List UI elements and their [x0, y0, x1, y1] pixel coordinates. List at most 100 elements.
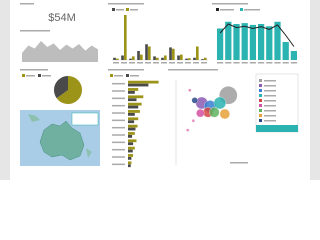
bar [128, 161, 132, 165]
bar [290, 51, 298, 60]
bar [128, 164, 131, 168]
legend-swatch [259, 119, 262, 122]
text-placeholder [266, 62, 273, 64]
bar [274, 21, 281, 60]
bar [128, 95, 144, 99]
right-margin [310, 0, 320, 180]
text-placeholder [177, 62, 183, 64]
text-placeholder [129, 62, 135, 64]
bar [177, 55, 180, 60]
bar [137, 51, 140, 60]
text-placeholder [264, 110, 276, 112]
bar [128, 132, 135, 135]
bar [121, 55, 124, 60]
text-placeholder [233, 62, 240, 64]
legend-swatch [259, 109, 262, 112]
dashboard: $54M [0, 0, 320, 180]
text-placeholder [112, 148, 125, 151]
map-land [28, 114, 40, 122]
kpi-value: $54M [48, 12, 76, 24]
bubble [209, 107, 220, 118]
legend-swatch [259, 79, 262, 82]
bar [128, 98, 137, 102]
legend-swatch [126, 8, 129, 11]
text-placeholder [290, 62, 297, 64]
text-placeholder [130, 9, 138, 11]
bar [128, 88, 139, 91]
text-placeholder [130, 75, 139, 77]
text-placeholder [153, 62, 159, 64]
text-placeholder [112, 82, 125, 85]
text-placeholder [42, 75, 51, 77]
text-placeholder [112, 134, 125, 136]
bar [124, 15, 127, 60]
text-placeholder [108, 69, 144, 71]
text-placeholder [168, 69, 218, 71]
area [22, 41, 98, 62]
text-placeholder [112, 104, 125, 107]
bar [216, 28, 224, 60]
map-land [86, 148, 92, 158]
bar [132, 56, 135, 60]
text-placeholder [264, 80, 276, 82]
bar [128, 113, 135, 116]
bubble [186, 128, 190, 132]
legend-swatch [112, 8, 115, 11]
text-placeholder [112, 163, 125, 166]
map-land [39, 120, 85, 161]
text-placeholder [112, 119, 125, 122]
text-placeholder [241, 62, 248, 64]
bar [185, 58, 188, 60]
line [219, 23, 295, 47]
text-placeholder [112, 141, 125, 144]
bubble [213, 96, 227, 110]
legend-swatch [259, 89, 262, 92]
bar [180, 54, 183, 60]
text-placeholder [116, 9, 124, 11]
bar [266, 26, 273, 60]
text-placeholder [145, 62, 151, 64]
text-placeholder [282, 62, 289, 64]
bar [128, 146, 135, 150]
map [20, 110, 100, 166]
text-placeholder [26, 75, 35, 77]
text-placeholder [230, 162, 248, 164]
text-placeholder [185, 62, 191, 64]
bar [164, 55, 167, 60]
text-placeholder [212, 3, 248, 5]
bar [128, 120, 135, 124]
bar [128, 139, 137, 143]
bar [128, 124, 138, 128]
bar [128, 149, 133, 153]
legend-swatch [259, 84, 262, 87]
bar [196, 46, 199, 60]
page: $54M (() => { const data = JSON.parse(do… [0, 0, 320, 180]
text-placeholder [264, 105, 276, 107]
bar [128, 110, 140, 113]
legend-swatch [110, 74, 113, 77]
legend-swatch [259, 114, 262, 117]
text-placeholder [274, 62, 281, 64]
text-placeholder [112, 126, 125, 129]
left-margin [0, 0, 10, 180]
bar [140, 54, 143, 60]
bar [161, 57, 164, 60]
bubble [196, 109, 205, 118]
legend-header [256, 125, 298, 132]
text-placeholder [20, 69, 48, 71]
bar [201, 59, 204, 60]
bar [153, 56, 156, 60]
legend-swatch [216, 8, 219, 11]
text-placeholder [220, 9, 234, 11]
text-placeholder [264, 85, 276, 87]
bar [241, 23, 248, 61]
text-placeholder [264, 115, 276, 117]
text-placeholder [201, 62, 207, 64]
text-placeholder [244, 9, 260, 11]
bar [128, 135, 133, 138]
text-placeholder [258, 62, 265, 64]
pie-slice [56, 76, 82, 104]
legend-swatch [259, 104, 262, 107]
pie-slice [54, 76, 68, 99]
bar [225, 21, 232, 60]
